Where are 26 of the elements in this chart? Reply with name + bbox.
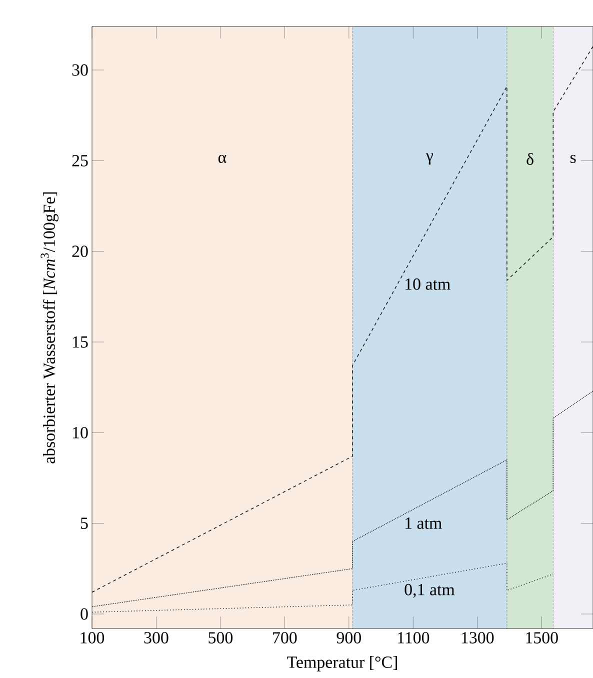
series-label: 1 atm xyxy=(405,518,442,529)
y-tick-label: 0 xyxy=(80,608,88,620)
y-tick-label: 10 xyxy=(72,426,88,438)
y-axis-title: absorbierter Wasserstoff [Ncm$^{3}$/100gFe] xyxy=(40,192,58,464)
band-label: α xyxy=(218,154,226,164)
x-tick-label: 700 xyxy=(273,632,297,644)
y-tick-label: 25 xyxy=(72,154,88,166)
y-tick-label: 20 xyxy=(72,246,88,258)
x-tick-label: 300 xyxy=(144,632,168,644)
series-label: 10 atm xyxy=(405,278,450,290)
x-tick-label: 900 xyxy=(336,632,361,644)
x-tick-label: 500 xyxy=(208,632,232,644)
band-label: s xyxy=(570,154,576,164)
x-axis-title: Temperatur [°C] xyxy=(287,656,397,672)
line-series xyxy=(92,562,554,613)
y-tick-label: 15 xyxy=(72,336,88,348)
x-tick-label: 1500 xyxy=(526,632,558,644)
x-tick-label: 1100 xyxy=(398,632,430,644)
y-tick-label: 5 xyxy=(80,518,88,529)
x-tick-label: 100 xyxy=(80,632,104,644)
line-series xyxy=(92,390,593,608)
band-label: γ xyxy=(426,153,433,165)
series-label: 0,1 atm xyxy=(404,584,455,598)
band-label: δ xyxy=(526,152,534,165)
y-tick-label: 30 xyxy=(72,64,88,76)
x-tick-label: 1300 xyxy=(462,632,494,644)
